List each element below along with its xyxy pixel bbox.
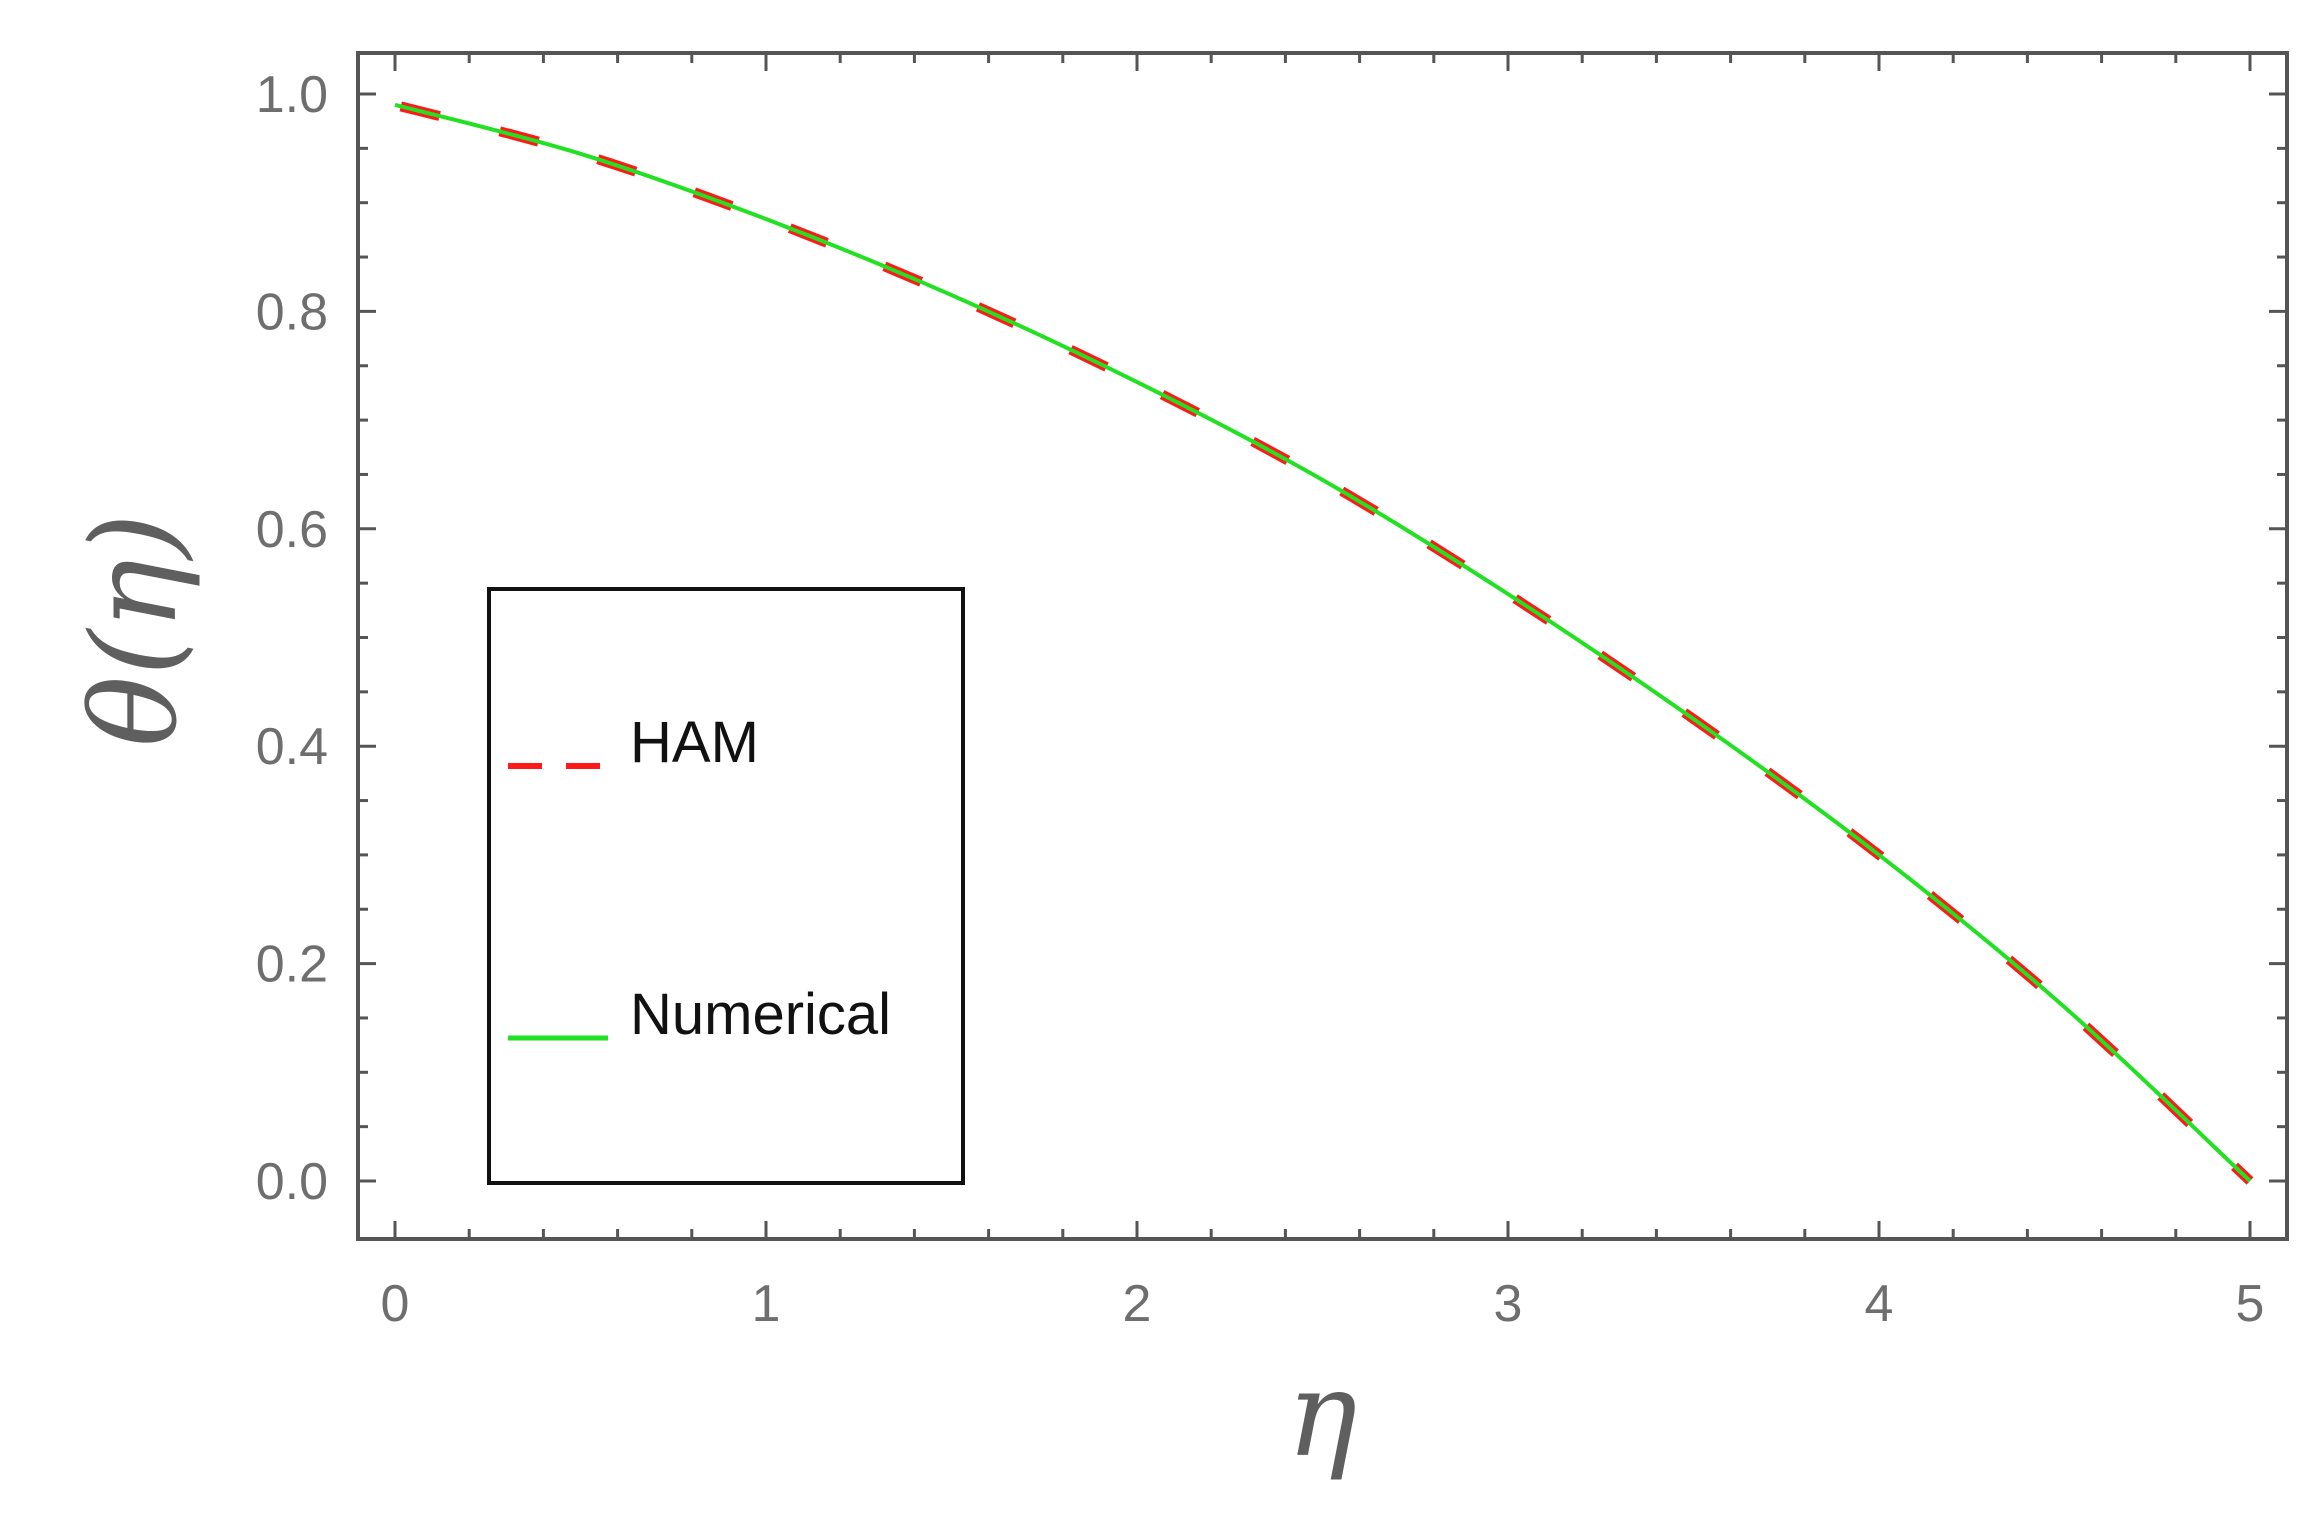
- x-tick-label: 1: [752, 1275, 781, 1333]
- y-tick-label: 1.0: [256, 66, 328, 124]
- x-tick-label: 5: [2236, 1275, 2265, 1333]
- y-tick-label: 0.2: [256, 936, 328, 994]
- y-axis-title: θ(η): [65, 513, 203, 747]
- y-tick-label: 0.8: [256, 283, 328, 341]
- legend-box: [487, 587, 965, 1185]
- x-axis-title: η: [1287, 1345, 1358, 1483]
- legend-label-ham: HAM: [630, 710, 759, 775]
- x-tick-label: 3: [1494, 1275, 1523, 1333]
- y-tick-label: 0.0: [256, 1153, 328, 1211]
- x-tick-label: 2: [1123, 1275, 1152, 1333]
- y-tick-label: 0.4: [256, 718, 328, 776]
- x-tick-label: 4: [1865, 1275, 1894, 1333]
- y-tick-label: 0.6: [256, 501, 328, 559]
- plot-frame: [356, 51, 2289, 1241]
- x-tick-label: 0: [381, 1275, 410, 1333]
- series-line-numerical: [394, 102, 2252, 1183]
- legend-label-numerical: Numerical: [630, 982, 891, 1047]
